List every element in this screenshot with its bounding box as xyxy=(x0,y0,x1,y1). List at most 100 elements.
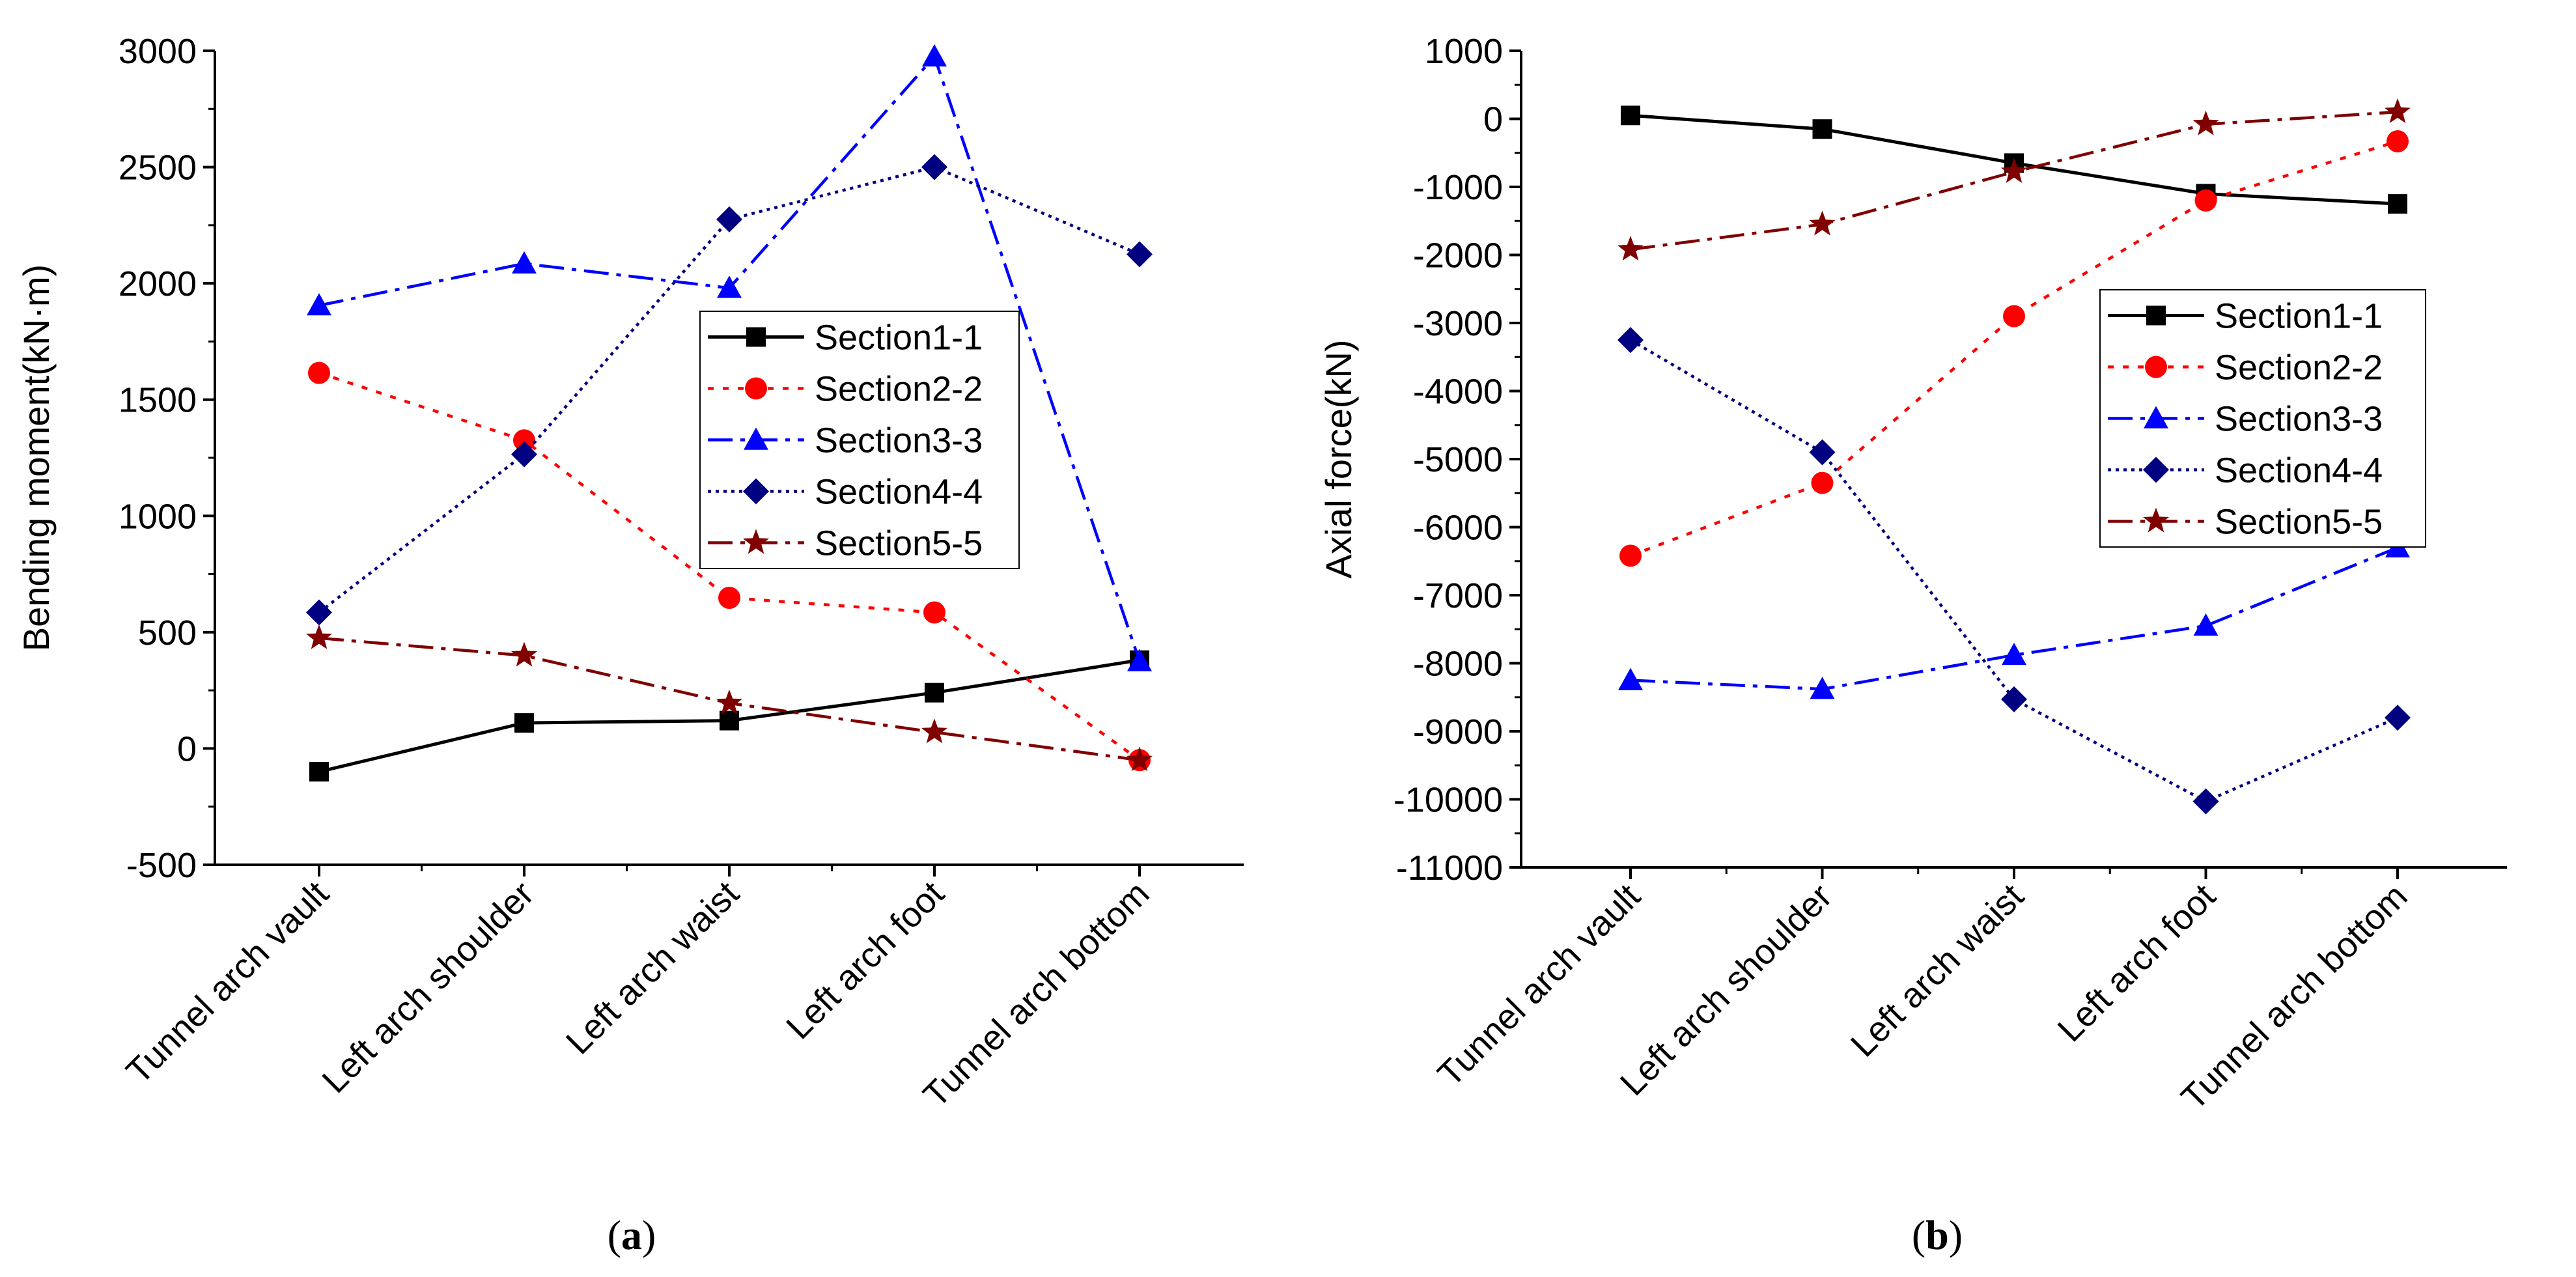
data-point-circle xyxy=(1619,544,1642,567)
panel-caption: (b) xyxy=(1912,1212,1963,1258)
data-point-diamond xyxy=(2001,686,2027,712)
data-point-circle xyxy=(923,601,945,624)
data-point-square xyxy=(1621,105,1640,126)
legend-label: Section3-3 xyxy=(2215,400,2383,439)
legend-label: Section3-3 xyxy=(815,421,983,460)
data-point-star xyxy=(511,641,537,667)
y-tick-label: 2500 xyxy=(119,148,197,188)
x-tick-label: Left arch shoulder xyxy=(1613,877,1840,1103)
data-point-triangle xyxy=(1127,649,1152,671)
legend-marker-diamond xyxy=(743,478,769,505)
data-point-diamond xyxy=(511,441,537,468)
legend: Section1-1 Section2-2 Section3-3 Section4-4… xyxy=(699,311,1020,569)
data-point-circle xyxy=(718,587,740,609)
y-tick-label: 0 xyxy=(1483,100,1503,139)
y-tick-label: -3000 xyxy=(1413,304,1503,343)
x-tick-label: Left arch waist xyxy=(1843,877,2032,1065)
data-point-diamond xyxy=(1617,327,1644,354)
data-point-diamond xyxy=(1127,241,1153,268)
y-tick-label: -1000 xyxy=(1413,168,1503,207)
y-tick-label: -500 xyxy=(126,846,197,885)
legend-label: Section2-2 xyxy=(815,370,983,409)
legend-marker-circle xyxy=(745,377,767,400)
data-point-circle xyxy=(308,361,330,384)
x-tick-label: Tunnel arch vault xyxy=(119,874,337,1091)
legend-label: Section4-4 xyxy=(2215,451,2383,490)
legend-label: Section5-5 xyxy=(2215,503,2383,542)
legend-marker-triangle xyxy=(744,427,768,450)
data-point-square xyxy=(925,682,944,703)
legend-marker-star xyxy=(743,529,769,554)
series-line-2 xyxy=(318,371,1141,762)
x-tick-label: Left arch foot xyxy=(2051,877,2223,1049)
y-tick-label: 1000 xyxy=(1425,32,1503,71)
data-point-triangle xyxy=(512,251,537,274)
data-point-star xyxy=(2192,110,2219,135)
y-tick-label: 2000 xyxy=(119,264,197,303)
y-tick-label: -5000 xyxy=(1413,440,1503,479)
data-point-triangle xyxy=(1810,677,1835,699)
data-point-star xyxy=(2001,158,2027,183)
data-point-star xyxy=(716,689,742,714)
data-point-star xyxy=(921,718,947,744)
legend-label: Section4-4 xyxy=(815,473,983,512)
y-tick-label: -9000 xyxy=(1413,712,1503,751)
chart-panel-b: -11000-10000-9000-8000-7000-6000-5000-40… xyxy=(1318,32,2507,1258)
series-line-3 xyxy=(1630,546,2398,691)
data-point-triangle xyxy=(717,275,742,298)
data-point-square xyxy=(514,713,534,733)
y-axis-title: Axial force(kN) xyxy=(1318,339,1359,578)
series-line-4 xyxy=(1629,339,2398,804)
legend-marker-square xyxy=(746,327,766,347)
y-tick-label: -8000 xyxy=(1413,645,1503,684)
legend-marker-diamond xyxy=(2143,456,2169,483)
caption-paren-close: ) xyxy=(1949,1212,1963,1258)
data-point-star xyxy=(306,624,332,649)
data-point-triangle xyxy=(922,44,947,67)
y-tick-label: 0 xyxy=(177,729,197,768)
y-tick-label: 1000 xyxy=(119,497,197,536)
chart-panel-a: -500 0 500 1000 1500 2000 2500 3000 Tunnel arch … xyxy=(16,32,1244,1258)
y-tick-label: -7000 xyxy=(1413,576,1503,615)
data-point-diamond xyxy=(716,206,742,232)
series-line-5 xyxy=(1630,110,2398,251)
legend-marker-circle xyxy=(2145,356,2167,378)
data-point-star xyxy=(2385,98,2411,123)
legend: Section1-1 Section2-2 Section3-3 Section4-4… xyxy=(2099,289,2426,548)
data-point-circle xyxy=(1811,471,1834,494)
data-point-triangle xyxy=(2002,642,2026,666)
data-point-star xyxy=(1617,236,1644,261)
data-point-diamond xyxy=(306,599,332,626)
data-point-circle xyxy=(2387,130,2409,152)
data-point-triangle xyxy=(307,293,331,316)
data-point-star xyxy=(1127,746,1153,772)
series-line-2 xyxy=(1630,139,2398,557)
caption-paren-close: ) xyxy=(642,1212,656,1258)
y-tick-label: -10000 xyxy=(1393,781,1503,820)
caption-paren-open: ( xyxy=(608,1212,621,1258)
x-tick-label: Left arch shoulder xyxy=(315,874,541,1101)
caption-letter: a xyxy=(621,1212,642,1258)
y-tick-label: 500 xyxy=(138,613,197,653)
caption-paren-open: ( xyxy=(1912,1212,1925,1258)
data-point-circle xyxy=(513,429,535,452)
data-point-diamond xyxy=(2385,705,2411,731)
data-point-square xyxy=(1812,119,1832,139)
x-tick-label: Left arch foot xyxy=(779,874,951,1046)
y-tick-label: 1500 xyxy=(119,381,197,420)
y-tick-label: -4000 xyxy=(1413,372,1503,412)
y-axis-title: Bending moment(kN·m) xyxy=(16,264,57,651)
panel-caption: (a) xyxy=(608,1212,656,1258)
legend-label: Section1-1 xyxy=(2215,297,2383,336)
data-point-square xyxy=(720,710,739,731)
x-tick-label: Left arch waist xyxy=(559,874,747,1062)
y-tick-label: -6000 xyxy=(1413,509,1503,548)
legend-marker-square xyxy=(2146,305,2166,326)
x-tick-label: Tunnel arch bottom xyxy=(916,874,1156,1115)
legend-label: Section5-5 xyxy=(815,524,983,563)
legend-label: Section1-1 xyxy=(815,318,983,358)
data-point-triangle xyxy=(2193,613,2219,636)
data-point-triangle xyxy=(1618,667,1643,690)
